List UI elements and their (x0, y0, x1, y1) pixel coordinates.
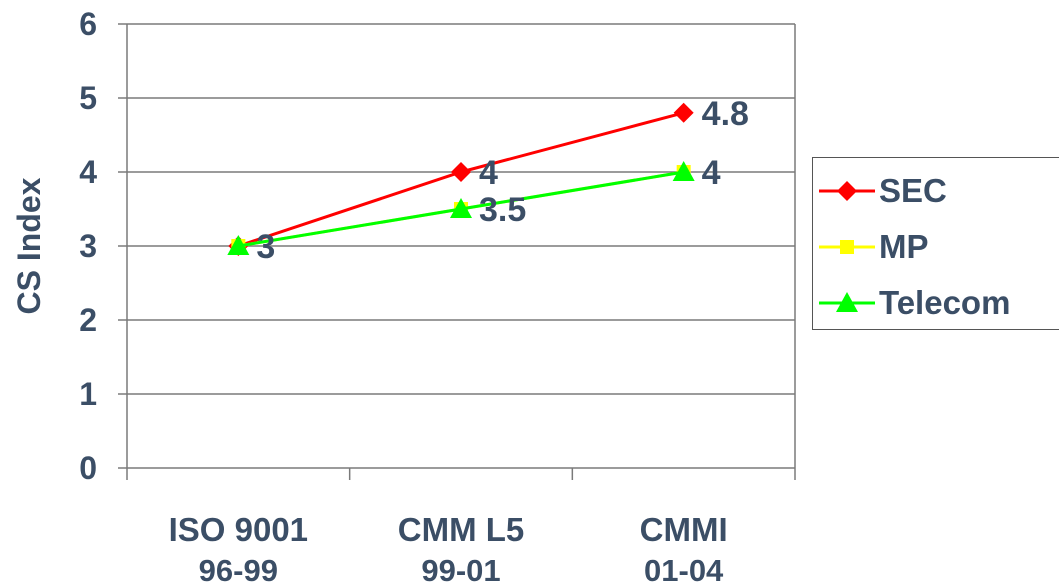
x-tick-sublabel: 96-99 (199, 553, 278, 584)
data-point (672, 161, 695, 181)
y-tick-label: 4 (79, 154, 97, 190)
legend-swatch (819, 240, 875, 254)
data-point (227, 235, 250, 255)
data-point (450, 198, 472, 218)
data-label: 4 (479, 154, 498, 192)
x-tick-sublabel: 01-04 (644, 553, 724, 584)
legend-marker (836, 292, 858, 312)
legend-label: SEC (879, 172, 947, 209)
data-label: 4.8 (702, 95, 749, 133)
series-lines (227, 102, 695, 256)
legend-item-mp: MP (813, 227, 929, 267)
y-tick-label: 1 (79, 376, 97, 412)
y-tick-label: 6 (79, 6, 97, 42)
x-tick-labels: ISO 9001 96-99 CMM L5 99-01 CMMI 01-04 (169, 511, 728, 584)
x-tick-label: CMMI (640, 511, 728, 548)
x-tick-label: ISO 9001 (169, 511, 308, 548)
legend-item-telecom: Telecom (813, 283, 1010, 323)
x-tick-label: CMM L5 (398, 511, 525, 548)
data-label: 3 (256, 228, 275, 266)
series-telecom (227, 161, 695, 255)
series-sec (228, 102, 694, 256)
y-tick-labels: 0 1 2 3 4 5 6 (79, 6, 97, 486)
data-label: 4 (702, 154, 721, 192)
y-tick-label: 5 (79, 80, 97, 116)
data-point (673, 102, 694, 123)
gridlines (127, 23, 795, 469)
data-labels: 44.833.54 (256, 95, 749, 266)
axes (118, 23, 796, 480)
legend-label: MP (879, 228, 929, 265)
legend-item-sec: SEC (813, 171, 947, 211)
y-tick-label: 0 (79, 450, 97, 486)
data-label: 3.5 (479, 191, 526, 229)
legend-marker (840, 240, 854, 254)
legend-marker (837, 181, 857, 201)
x-tick-sublabel: 99-01 (421, 553, 500, 584)
y-tick-label: 3 (79, 228, 97, 264)
legend: SEC MP Telecom (812, 157, 1059, 330)
data-point (451, 162, 471, 182)
legend-label: Telecom (879, 284, 1011, 321)
legend-swatch (819, 292, 875, 312)
legend-swatch (819, 181, 875, 201)
y-axis-title: CS Index (11, 177, 47, 314)
y-tick-label: 2 (79, 302, 97, 338)
